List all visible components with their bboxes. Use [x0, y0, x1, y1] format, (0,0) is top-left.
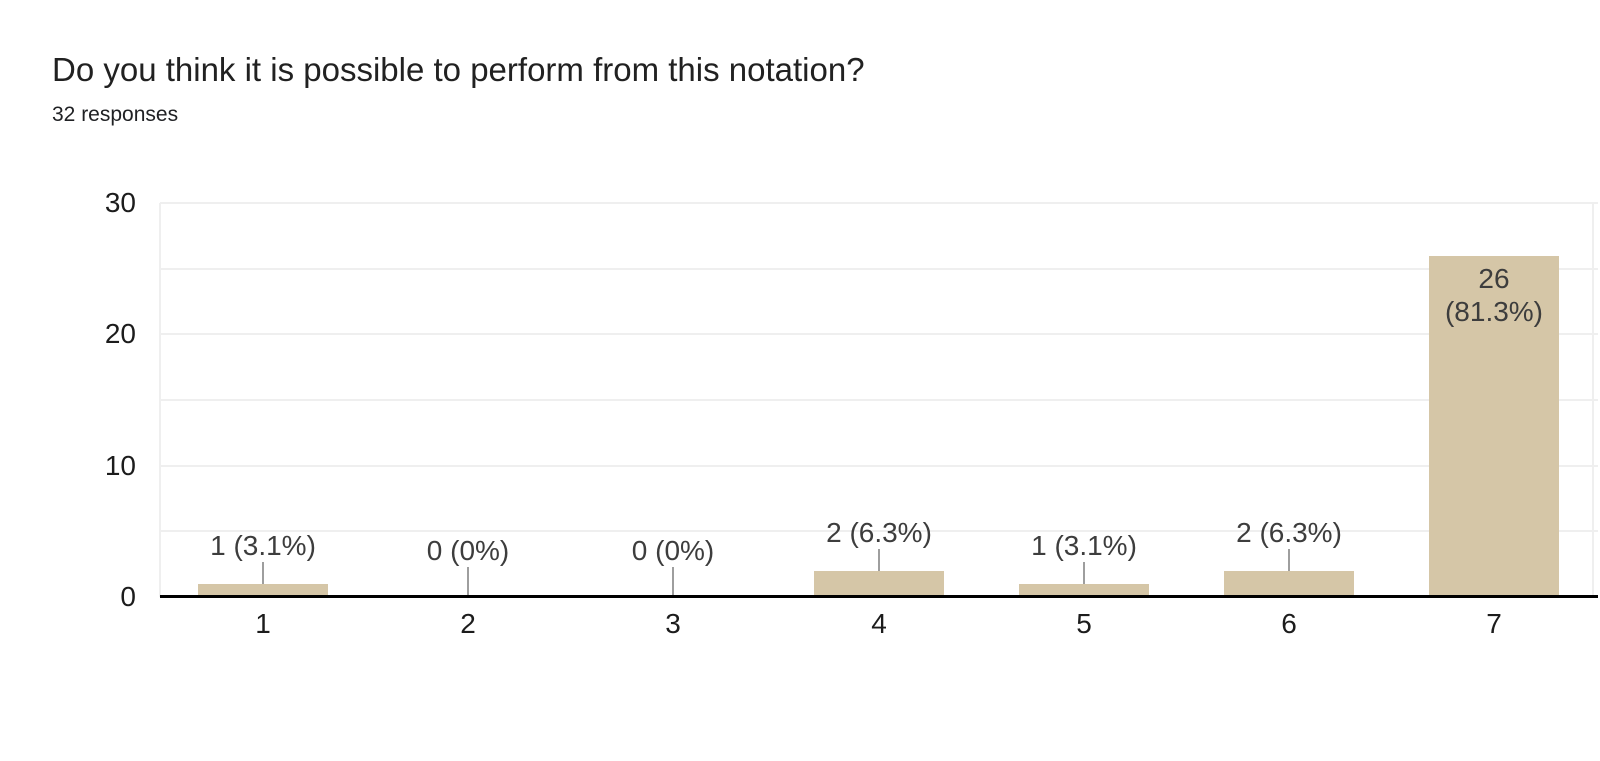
- bar-value-label: 2 (6.3%): [826, 517, 932, 548]
- gridline: [160, 333, 1598, 335]
- gridline: [160, 465, 1598, 467]
- bar-value-label: 1 (3.1%): [1031, 530, 1137, 561]
- x-axis-category-label: 5: [1076, 608, 1092, 639]
- bar-value-label: 0 (0%): [426, 535, 510, 566]
- annotation-stem: [1083, 562, 1085, 584]
- plot-left-border: [159, 203, 161, 597]
- annotation-stem: [1288, 549, 1290, 571]
- x-axis-category-label: 7: [1486, 608, 1502, 639]
- bar-value-label: 0 (0%): [631, 535, 715, 566]
- bar-category-5[interactable]: [1019, 584, 1149, 597]
- gridline: [160, 268, 1598, 270]
- question-title: Do you think it is possible to perform f…: [52, 51, 865, 88]
- gridline: [160, 399, 1598, 401]
- plot-right-border: [1592, 203, 1594, 597]
- annotation-stem: [672, 567, 674, 597]
- annotation-stem: [878, 549, 880, 571]
- annotation-stem: [262, 562, 264, 584]
- y-axis-tick-label: 0: [120, 581, 136, 612]
- bar-category-6[interactable]: [1224, 571, 1354, 597]
- gridline: [160, 530, 1598, 532]
- bar-value-label: 26 (81.3%): [1444, 263, 1544, 327]
- y-axis-tick-label: 20: [104, 318, 136, 349]
- bar-category-4[interactable]: [814, 571, 944, 597]
- x-axis-category-label: 1: [255, 608, 271, 639]
- bar-category-7[interactable]: [1429, 256, 1559, 597]
- y-axis-tick-label: 30: [104, 187, 136, 218]
- x-axis-category-label: 3: [665, 608, 681, 639]
- x-axis-line: [160, 595, 1598, 598]
- x-axis-category-label: 2: [460, 608, 476, 639]
- y-axis-tick-label: 10: [104, 450, 136, 481]
- annotation-stem: [467, 567, 469, 597]
- response-count: 32 responses: [52, 103, 179, 126]
- bar-category-1[interactable]: [198, 584, 328, 597]
- bar-value-label: 1 (3.1%): [210, 530, 316, 561]
- gridline: [160, 202, 1598, 204]
- x-axis-category-label: 4: [871, 608, 887, 639]
- bar-value-label: 2 (6.3%): [1236, 517, 1342, 548]
- x-axis-category-label: 6: [1281, 608, 1297, 639]
